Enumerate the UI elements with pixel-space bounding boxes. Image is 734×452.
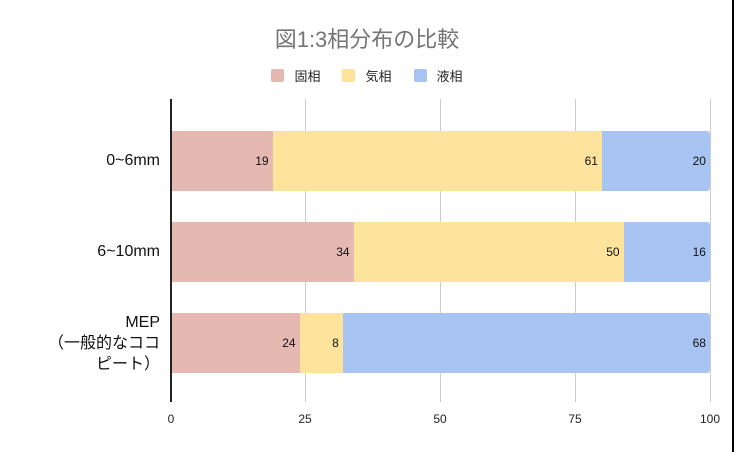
y-label-0-6mm: 0~6mm	[106, 151, 160, 171]
y-label-6-10mm: 6~10mm	[97, 242, 160, 262]
legend-swatch-liquid	[413, 69, 427, 82]
y-label-mep: MEP （一般的なココ ピート）	[48, 312, 160, 375]
bar-segment-gas[interactable]: 8	[299, 313, 343, 373]
y-label-line: MEP	[125, 314, 160, 331]
bar-segment-solid[interactable]: 24	[170, 313, 300, 373]
y-label-line: 6~10mm	[97, 243, 160, 260]
data-label: 68	[692, 336, 706, 350]
data-label: 19	[255, 154, 269, 168]
data-label: 8	[332, 336, 339, 350]
x-tick-50: 50	[433, 412, 447, 426]
bar-segment-gas[interactable]: 50	[353, 222, 624, 282]
legend-swatch-gas	[342, 69, 356, 82]
data-label: 34	[336, 245, 350, 259]
data-label: 24	[282, 336, 296, 350]
data-label: 16	[692, 245, 706, 259]
bar-segment-liquid[interactable]: 16	[623, 222, 710, 282]
bar-6-10mm: 34 50 16	[170, 222, 710, 282]
bar-segment-liquid[interactable]: 20	[601, 131, 710, 191]
y-label-line: （一般的なココ	[47, 335, 160, 352]
legend-item-gas[interactable]: 気相	[342, 66, 392, 85]
data-label: 50	[606, 245, 620, 259]
bar-segment-solid[interactable]: 34	[170, 222, 354, 282]
plot-area: 19 61 20 34 50 16 24 8 68	[170, 99, 711, 402]
x-tick-100: 100	[699, 412, 721, 426]
x-tick-75: 75	[568, 412, 582, 426]
x-tick-25: 25	[298, 412, 312, 426]
data-label: 61	[584, 154, 598, 168]
legend-item-liquid[interactable]: 液相	[413, 66, 463, 85]
x-tick-0: 0	[167, 412, 175, 426]
y-label-line: ピート）	[95, 356, 160, 373]
chart-title: 図1:3相分布の比較	[274, 27, 460, 52]
legend: 固相 気相 液相	[0, 66, 734, 85]
bar-segment-gas[interactable]: 61	[272, 131, 602, 191]
bar-segment-solid[interactable]: 19	[170, 131, 273, 191]
y-label-line: 0~6mm	[106, 152, 160, 169]
legend-item-solid[interactable]: 固相	[271, 66, 320, 85]
bar-0-6mm: 19 61 20	[170, 131, 710, 191]
bar-segment-liquid[interactable]: 68	[342, 313, 710, 373]
data-label: 20	[692, 154, 706, 168]
legend-label: 固相	[294, 69, 321, 84]
y-axis-line	[170, 99, 172, 402]
legend-label: 液相	[436, 69, 463, 84]
legend-swatch-solid	[271, 69, 285, 82]
right-border	[732, 0, 734, 452]
bar-mep: 24 8 68	[170, 313, 710, 373]
gridline-100	[710, 99, 711, 402]
legend-label: 気相	[365, 69, 392, 84]
